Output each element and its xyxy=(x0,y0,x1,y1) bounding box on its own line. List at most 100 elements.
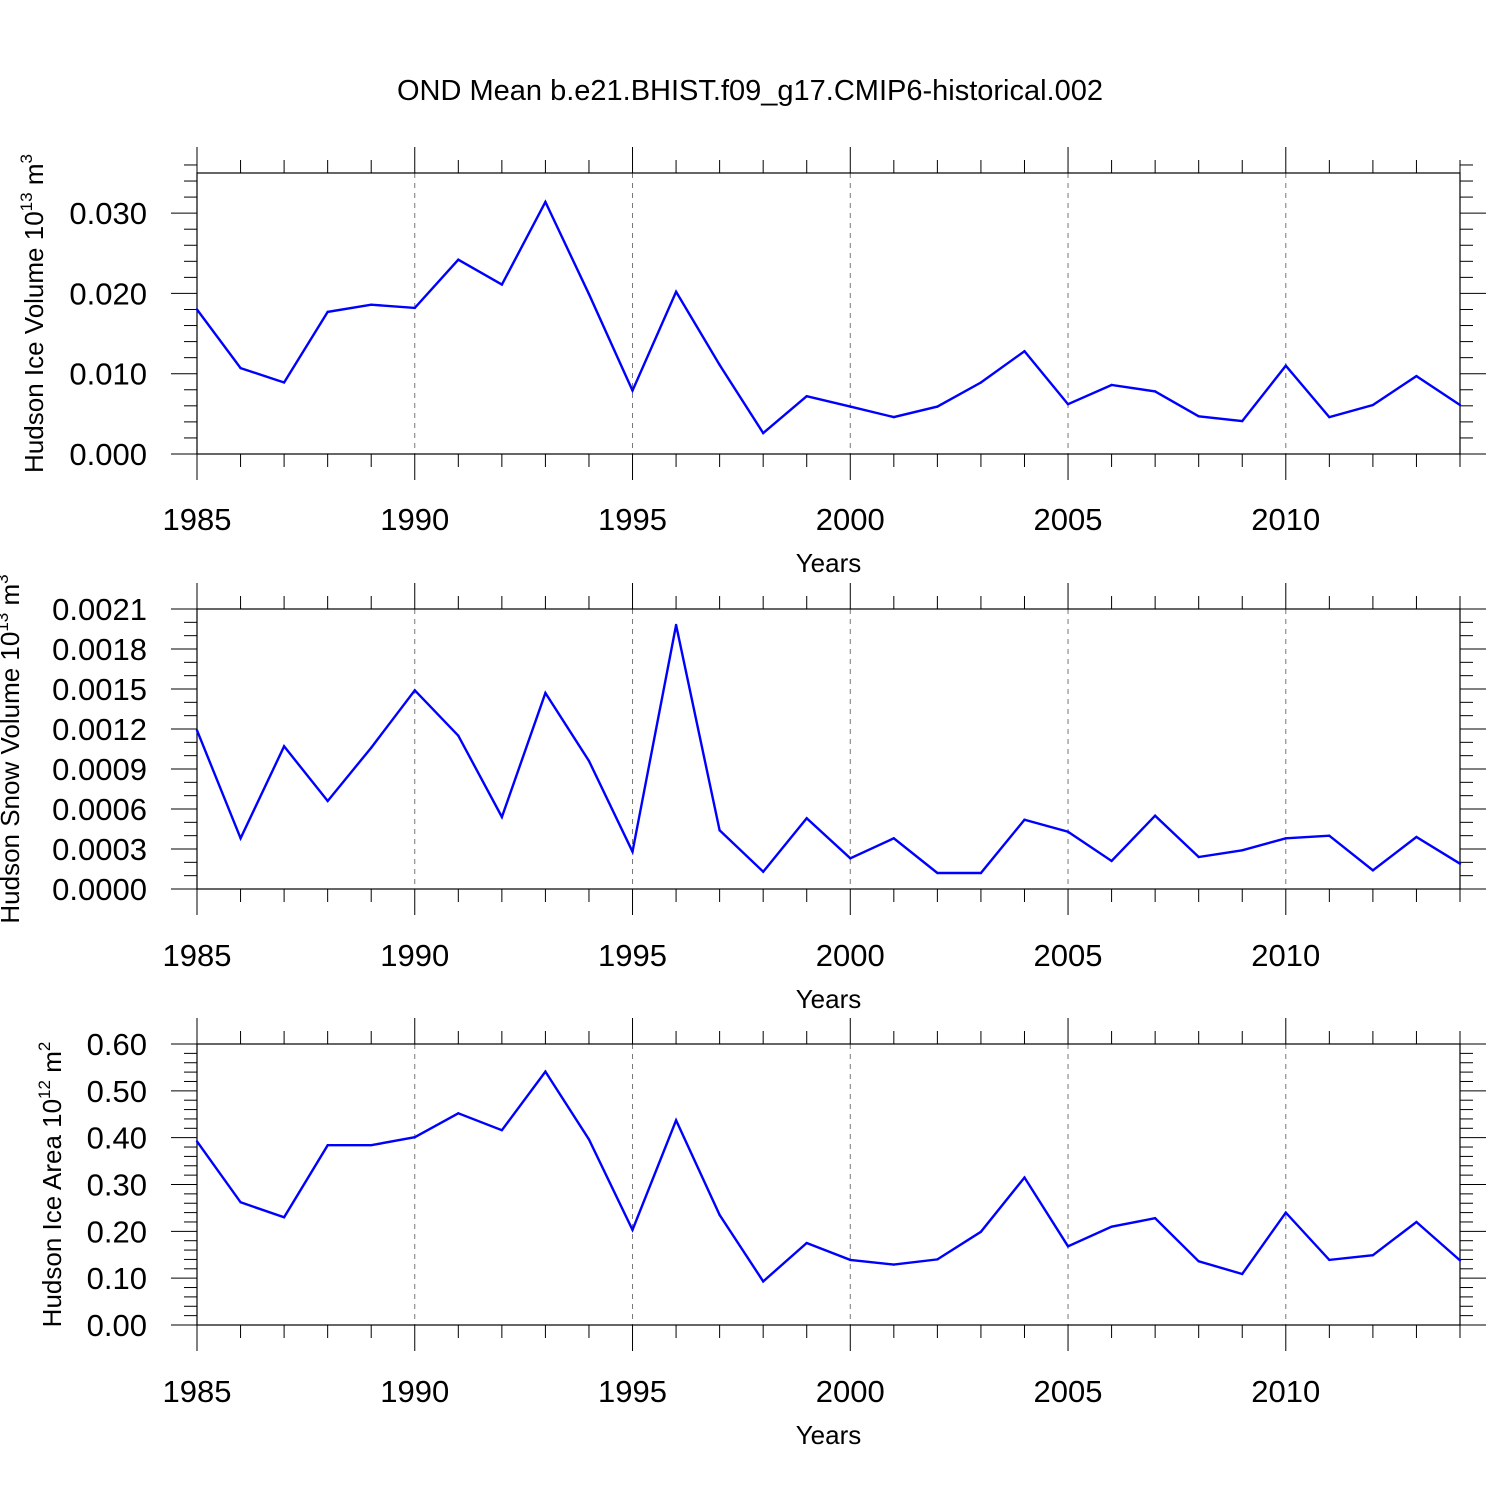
y-tick-label: 0.030 xyxy=(69,196,147,231)
y-tick-label: 0.0000 xyxy=(52,872,147,907)
data-point xyxy=(979,871,983,875)
data-point xyxy=(1066,403,1070,406)
x-tick-label: 2010 xyxy=(1251,1374,1320,1409)
x-tick-label: 1990 xyxy=(380,938,449,973)
data-point xyxy=(1415,835,1418,839)
y-axis-label-unit-exponent: 2 xyxy=(35,1042,54,1051)
x-axis-label: Years xyxy=(796,1420,862,1450)
data-point xyxy=(500,1128,504,1132)
panel-ice-volume: 1985 1990 1995 2000 2005 2010 0.000 0.010 0.020 0… xyxy=(17,147,1486,578)
data-point xyxy=(1110,1225,1113,1228)
data-point xyxy=(1023,818,1026,821)
y-axis-label-text: Hudson Snow Volume 10 xyxy=(0,632,25,924)
data-point xyxy=(1241,419,1244,423)
y-tick-label: 0.40 xyxy=(87,1121,147,1156)
data-point xyxy=(761,870,765,873)
data-point xyxy=(1241,1272,1244,1276)
data-point xyxy=(544,1070,547,1073)
data-point xyxy=(1153,1217,1157,1220)
data-point xyxy=(457,1112,460,1115)
x-tick-label: 1995 xyxy=(598,502,667,537)
data-point xyxy=(805,394,808,398)
y-tick-label: 0.20 xyxy=(87,1214,147,1249)
y-tick-label: 0.0003 xyxy=(52,832,147,867)
data-point xyxy=(1371,403,1375,407)
y-tick-label: 0.010 xyxy=(69,357,147,392)
data-point xyxy=(413,306,416,310)
data-point xyxy=(1197,1260,1200,1263)
data-point xyxy=(718,1213,721,1217)
data-point xyxy=(326,1143,329,1147)
y-tick-label: 0.50 xyxy=(87,1074,147,1109)
y-tick-label: 0.60 xyxy=(87,1027,147,1062)
data-point xyxy=(239,1201,242,1204)
data-point xyxy=(587,759,591,763)
data-point xyxy=(1066,1245,1070,1248)
y-axis-label-unit: m xyxy=(0,584,25,613)
data-point xyxy=(500,283,504,286)
data-point xyxy=(1066,830,1070,833)
data-point xyxy=(282,745,286,748)
data-point xyxy=(1284,364,1287,367)
data-point xyxy=(500,815,504,819)
data-point xyxy=(1328,1258,1331,1262)
series-line xyxy=(196,1069,1461,1284)
plot-frame xyxy=(196,608,1461,890)
data-point xyxy=(674,1119,678,1122)
data-point xyxy=(674,623,678,627)
data-point xyxy=(718,363,721,367)
data-point xyxy=(979,381,983,384)
data-point xyxy=(1197,855,1200,859)
data-point xyxy=(326,310,329,314)
data-point xyxy=(457,734,460,737)
data-point xyxy=(587,293,591,296)
data-point xyxy=(936,405,939,408)
y-tick-label: 0.00 xyxy=(87,1308,147,1343)
x-tick-label: 1995 xyxy=(598,938,667,973)
data-point xyxy=(413,1135,416,1139)
data-point xyxy=(370,1143,373,1147)
x-tick-label: 2000 xyxy=(816,502,885,537)
data-point xyxy=(1371,1254,1375,1257)
y-tick-label: 0.000 xyxy=(69,437,147,472)
y-tick-label: 0.0015 xyxy=(52,672,147,707)
data-point xyxy=(1153,390,1157,393)
plot-frame xyxy=(196,1043,1461,1326)
data-point xyxy=(326,799,329,803)
y-tick-label: 0.30 xyxy=(87,1168,147,1203)
data-point xyxy=(1023,1176,1026,1179)
data-point xyxy=(631,1228,634,1232)
data-point xyxy=(761,1280,765,1283)
data-point xyxy=(195,308,199,311)
y-tick-label: 0.0018 xyxy=(52,632,147,667)
data-point xyxy=(936,1258,939,1261)
x-tick-label: 1985 xyxy=(163,938,232,973)
x-tick-label: 1990 xyxy=(380,502,449,537)
data-point xyxy=(370,303,373,306)
y-tick-label: 0.0012 xyxy=(52,712,147,747)
data-point xyxy=(674,290,678,294)
y-axis-label-unit-exponent: 3 xyxy=(17,154,36,163)
data-point xyxy=(979,1230,983,1234)
y-axis-label-text: Hudson Ice Volume 10 xyxy=(19,211,49,473)
data-point xyxy=(805,817,808,820)
data-point xyxy=(1371,869,1375,872)
x-tick-label: 2000 xyxy=(816,938,885,973)
y-axis-label: Hudson Snow Volume 1013 m3 xyxy=(0,574,25,923)
x-axis-label: Years xyxy=(796,548,862,578)
data-point xyxy=(849,405,852,408)
data-point xyxy=(1328,834,1331,837)
y-axis-label-unit: m xyxy=(19,164,49,193)
data-point xyxy=(370,746,373,749)
plot-frame xyxy=(196,172,1461,455)
x-axis-label: Years xyxy=(796,984,862,1014)
x-tick-label: 1995 xyxy=(598,1374,667,1409)
data-point xyxy=(239,837,242,840)
x-tick-label: 2005 xyxy=(1034,938,1103,973)
x-tick-label: 2000 xyxy=(816,1374,885,1409)
data-point xyxy=(1110,383,1113,387)
data-point xyxy=(718,829,721,832)
y-axis-label-text: Hudson Ice Area 10 xyxy=(37,1099,67,1327)
x-tick-label: 1985 xyxy=(163,502,232,537)
